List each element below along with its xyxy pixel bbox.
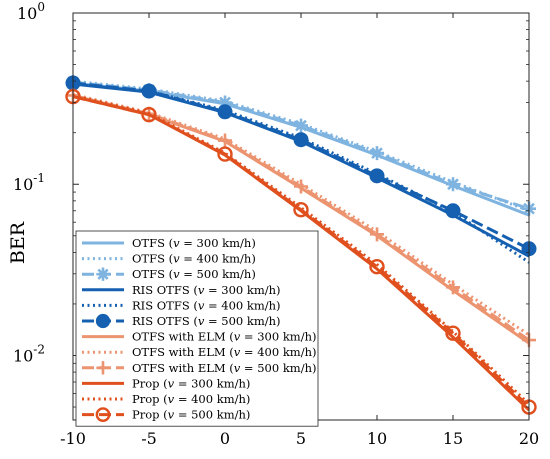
legend-label: OTFS (v = 300 km/h) [132,236,256,250]
legend-label: OTFS (v = 400 km/h) [132,252,256,266]
legend-label: OTFS with ELM (v = 300 km/h) [132,330,316,344]
legend-label: RIS OTFS (v = 500 km/h) [132,314,281,328]
legend: OTFS (v = 300 km/h)OTFS (v = 400 km/h)OT… [75,230,319,427]
y-tick-label: 100 [17,0,45,23]
legend-entry: Prop (v = 500 km/h) [82,407,250,422]
series-12-line [72,95,531,409]
series-3-point [370,146,384,161]
series-9-point [294,179,308,194]
legend-entry: Prop (v = 300 km/h) [82,376,250,390]
legend-entry: RIS OTFS (v = 500 km/h) [82,313,281,329]
legend-entry: OTFS (v = 300 km/h) [82,236,256,250]
x-tick-label: -10 [60,429,86,448]
legend-entry: OTFS with ELM (v = 400 km/h) [82,345,316,359]
legend-label: OTFS (v = 500 km/h) [132,267,256,281]
legend-entry: Prop (v = 400 km/h) [82,392,250,406]
legend-marker [96,361,110,375]
x-tick-label: 10 [367,429,387,448]
legend-marker [95,313,111,329]
series-3-point [446,177,460,192]
series-12-point [217,146,233,162]
legend-label: RIS OTFS (v = 400 km/h) [132,298,281,312]
x-tick-label: 0 [220,429,230,448]
y-tick-label: 10-2 [13,342,45,365]
series-12-point [141,106,157,123]
axes: -10 -5 0 5 10 15 20 100 10-1 10-2 [13,0,539,448]
y-tick-label: 10-1 [13,171,45,194]
x-tick-label: 15 [443,429,463,448]
legend-label: Prop (v = 500 km/h) [132,408,250,422]
series-6-point [369,168,385,184]
series-12-point [445,325,461,341]
series-6 [65,75,537,257]
legend-label: OTFS with ELM (v = 500 km/h) [132,361,316,375]
legend-entry: OTFS (v = 500 km/h) [82,267,256,281]
series-3-point [294,118,308,133]
series-12-point [293,202,309,218]
legend-entry: OTFS with ELM (v = 300 km/h) [82,330,316,344]
legend-entry: RIS OTFS (v = 300 km/h) [82,283,281,297]
series-6-point [293,132,309,148]
x-tick-label: -5 [141,429,157,448]
legend-label: RIS OTFS (v = 300 km/h) [132,283,281,297]
series-3-point [218,95,232,110]
legend-marker [95,407,111,422]
legend-entry: OTFS with ELM (v = 500 km/h) [82,361,316,375]
series-layer [65,75,537,415]
x-tick-label: 5 [296,429,306,448]
legend-marker [96,267,110,281]
legend-box [75,230,319,427]
series-12-point [369,258,385,275]
series-9-point [218,133,232,148]
series-6-point [217,104,233,120]
legend-label: Prop (v = 400 km/h) [132,392,250,406]
legend-label: Prop (v = 300 km/h) [132,376,250,390]
series-9-point [370,227,384,242]
series-6-point [141,83,157,99]
legend-label: OTFS with ELM (v = 400 km/h) [132,345,316,359]
x-tick-label: 20 [519,429,539,448]
legend-entry: OTFS (v = 400 km/h) [82,252,256,266]
y-axis-label: BER [7,221,29,264]
legend-entry: RIS OTFS (v = 400 km/h) [82,298,281,312]
series-9-point [446,280,460,295]
series-6-point [445,203,461,219]
